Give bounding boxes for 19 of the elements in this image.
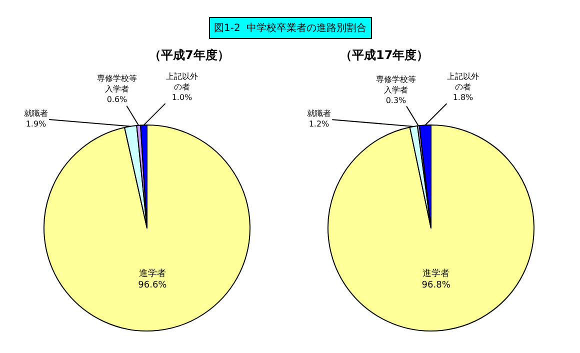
- data-label: 0.3%: [386, 96, 407, 105]
- chart-title: （平成17年度）: [340, 48, 429, 62]
- data-label: 0.6%: [106, 94, 128, 104]
- data-label: 1.2%: [308, 119, 330, 128]
- slice-label: 上記以外の者: [447, 72, 479, 92]
- slice-label: 進学者: [422, 268, 450, 279]
- data-label: 1.9%: [26, 119, 47, 128]
- data-label: 96.8%: [422, 280, 451, 291]
- slice-label: 専修学校等入学者: [97, 74, 137, 94]
- slice-label: 上記以外の者: [166, 72, 198, 92]
- slice-label: 就職者: [24, 109, 48, 118]
- slice-label: 進学者: [138, 268, 166, 279]
- slice-label: 専修学校等入学者: [376, 75, 416, 94]
- caption: 図1-2 中学校卒業者の進路別割合: [214, 22, 367, 34]
- slice-label: 就職者: [307, 109, 331, 118]
- chart-title: （平成7年度）: [149, 48, 230, 62]
- data-label: 1.8%: [452, 92, 474, 102]
- data-label: 96.6%: [138, 280, 168, 291]
- data-label: 1.0%: [172, 92, 193, 102]
